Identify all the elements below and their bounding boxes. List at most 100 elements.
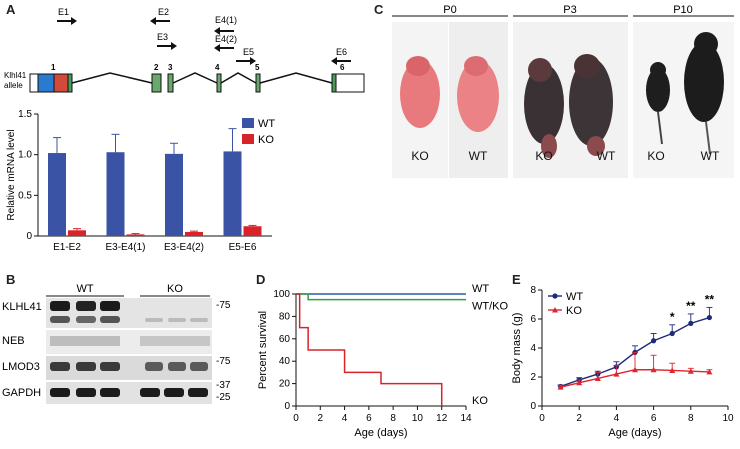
y-tick-label: 8 bbox=[530, 285, 536, 296]
western-blot-panel: WT KO bbox=[0, 280, 250, 444]
svg-text:E1: E1 bbox=[58, 7, 69, 17]
blot-row-neb bbox=[46, 330, 212, 354]
exon-3: 3 bbox=[167, 63, 174, 93]
x-tick-label: 0 bbox=[539, 413, 545, 424]
svg-text:E2: E2 bbox=[158, 7, 169, 17]
y-axis-label: Percent survival bbox=[257, 311, 269, 389]
x-tick-label: 0 bbox=[293, 413, 299, 424]
y-tick-label: 20 bbox=[279, 379, 291, 390]
data-point bbox=[706, 368, 713, 375]
significance-marker: ** bbox=[705, 292, 715, 306]
x-tick-label: E3-E4(2) bbox=[164, 242, 204, 253]
svg-text:2: 2 bbox=[154, 63, 159, 72]
p0-ko-pup bbox=[400, 56, 440, 128]
p0-wt-pup bbox=[457, 56, 499, 132]
legend-label: WT bbox=[258, 118, 275, 130]
x-axis-label: Age (days) bbox=[608, 427, 661, 439]
series-label: WT bbox=[472, 283, 489, 295]
x-tick-label: 8 bbox=[688, 413, 694, 424]
data-point bbox=[576, 379, 583, 386]
survival-line bbox=[296, 293, 443, 406]
exon-6: 6 bbox=[331, 63, 365, 93]
p10-wt-mouse bbox=[684, 32, 724, 155]
bar bbox=[68, 230, 86, 236]
data-point bbox=[632, 366, 638, 373]
panel-letter-d: D bbox=[256, 272, 266, 287]
p0-wt-label: WT bbox=[469, 149, 488, 163]
svg-text:E6: E6 bbox=[336, 47, 347, 57]
marker-75-top: -75 bbox=[216, 300, 231, 311]
exon-5: 5 bbox=[255, 63, 261, 93]
legend-label: KO bbox=[566, 305, 582, 317]
x-tick-label: 8 bbox=[390, 413, 396, 424]
blot-row-gapdh bbox=[46, 382, 212, 404]
y-tick-label: 4 bbox=[530, 343, 536, 354]
blot-row-label-neb: NEB bbox=[2, 335, 25, 347]
primer-e5: E5 bbox=[236, 47, 256, 65]
y-tick-label: 0 bbox=[530, 401, 536, 412]
p3-wt-label: WT bbox=[597, 149, 616, 163]
exon-2: 2 bbox=[151, 63, 162, 93]
bar bbox=[165, 153, 183, 236]
x-tick-label: 2 bbox=[318, 413, 324, 424]
legend-swatch bbox=[242, 118, 254, 128]
y-tick-label: 0 bbox=[26, 231, 32, 242]
x-tick-label: 10 bbox=[412, 413, 424, 424]
blot-row-label-klhl41: KLHL41 bbox=[2, 301, 42, 313]
y-axis-label: Body mass (g) bbox=[511, 313, 523, 384]
p10-ko-mouse bbox=[646, 62, 670, 145]
x-tick-label: 10 bbox=[722, 413, 734, 424]
data-point bbox=[687, 368, 694, 374]
x-tick-label: 12 bbox=[436, 413, 448, 424]
bar bbox=[243, 226, 262, 236]
legend-label: WT bbox=[566, 291, 583, 303]
legend-marker bbox=[552, 307, 558, 313]
y-tick-label: 100 bbox=[273, 289, 290, 300]
pup-photo-panel: P0 P3 P10 KO WT KO WT KO WT bbox=[384, 4, 736, 182]
y-tick-label: 60 bbox=[279, 334, 291, 345]
significance-marker: * bbox=[670, 310, 675, 324]
primer-e6: E6 bbox=[331, 47, 351, 65]
panel-letter-b: B bbox=[6, 272, 16, 287]
svg-text:5: 5 bbox=[255, 63, 260, 72]
x-axis-label: Age (days) bbox=[354, 427, 407, 439]
svg-text:1: 1 bbox=[51, 63, 56, 72]
blot-row-lmod3 bbox=[46, 356, 212, 380]
blot-ko-label: KO bbox=[167, 283, 183, 295]
svg-text:4: 4 bbox=[215, 63, 220, 72]
allele-label-line2: allele bbox=[4, 81, 23, 90]
primer-e4-2: E4(2) bbox=[214, 34, 237, 52]
gene-diagram: E1 E2 E3 E4(1) E4(2) E5 E6 Klhl41 allele bbox=[4, 7, 365, 93]
data-point bbox=[594, 375, 601, 381]
x-tick-label: E5-E6 bbox=[229, 242, 257, 253]
bar bbox=[126, 234, 145, 236]
panel-letter-e: E bbox=[512, 272, 521, 287]
bar bbox=[185, 231, 203, 236]
data-point bbox=[669, 330, 675, 337]
body-mass-chart: 0 2 4 6 8 0 2 4 6 8 10 Age (days) Body mass (g) WT KO *… bbox=[511, 285, 734, 439]
y-tick-label: 1.0 bbox=[18, 150, 32, 161]
y-tick-label: 40 bbox=[279, 356, 291, 367]
bar bbox=[106, 152, 125, 236]
primer-e2: E2 bbox=[150, 7, 170, 25]
x-tick-label: 6 bbox=[366, 413, 372, 424]
data-point bbox=[669, 367, 676, 373]
p10-ko-label: KO bbox=[647, 149, 664, 163]
p3-ko-label: KO bbox=[535, 149, 552, 163]
survival-chart: 0 20 40 60 80 100 0 2 4 6 8 10 12 14 Age (days) Percent… bbox=[257, 283, 508, 439]
marker-37: -37 bbox=[216, 380, 231, 391]
svg-text:E4(1): E4(1) bbox=[215, 15, 237, 25]
x-tick-label: E3-E4(1) bbox=[105, 242, 145, 253]
marker-75-mid: -75 bbox=[216, 356, 231, 367]
x-tick-label: 2 bbox=[576, 413, 582, 424]
y-tick-label: 0 bbox=[284, 401, 290, 412]
survival-line bbox=[296, 293, 466, 301]
x-tick-label: 4 bbox=[614, 413, 620, 424]
timepoint-p0: P0 bbox=[443, 4, 456, 16]
bar bbox=[223, 151, 242, 236]
y-tick-label: 0.5 bbox=[18, 190, 32, 201]
x-tick-label: 6 bbox=[651, 413, 657, 424]
panel-letter-c: C bbox=[374, 2, 384, 17]
data-point bbox=[706, 314, 712, 321]
